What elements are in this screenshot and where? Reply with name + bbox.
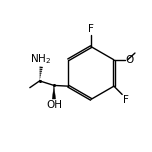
Text: NH$_2$: NH$_2$ [30,52,51,66]
Text: OH: OH [46,100,62,111]
Polygon shape [52,85,56,99]
Text: O: O [126,55,134,65]
Text: F: F [123,95,129,105]
Text: F: F [88,24,94,34]
